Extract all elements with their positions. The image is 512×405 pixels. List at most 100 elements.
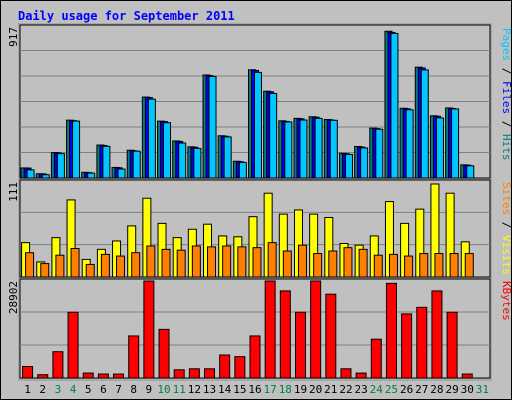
bar-pages [208,75,217,179]
day-label: 3 [55,383,62,396]
day-label: 23 [355,383,368,396]
bar-kbytes [37,374,49,379]
day-label: 18 [279,383,292,396]
day-label: 1 [24,383,31,396]
bar-pages [405,109,414,179]
day-label: 24 [370,383,384,396]
legend-visits-sites: Sites / Visits [500,182,512,275]
day-label: 22 [339,383,352,396]
scale-label-hits-files-pages: 917 [7,27,20,47]
day-label: 11 [173,383,186,396]
bar-kbytes [325,293,337,379]
day-label: 31 [476,383,489,396]
day-label: 27 [415,383,428,396]
legend-entry: / [500,114,512,134]
bar-sites [100,253,110,278]
bar-kbytes [113,373,125,379]
day-label: 26 [400,383,413,396]
bar-kbytes [249,335,261,379]
bar-kbytes [279,290,291,379]
bar-sites [358,248,368,278]
bar-kbytes [97,373,109,379]
bar-kbytes [431,290,443,379]
bar-sites [449,253,459,278]
bar-sites [464,253,474,278]
bar-kbytes [204,368,216,379]
bar-sites [40,263,50,278]
day-label: 13 [203,383,216,396]
bar-pages [299,119,308,179]
bar-kbytes [401,313,413,379]
bar-sites [313,253,323,278]
day-label: 8 [130,383,137,396]
legend-entry: Sites [500,182,512,215]
legend-entry: Files [500,81,512,114]
bar-kbytes [143,280,155,379]
bar-sites [207,246,217,278]
bar-pages [375,128,384,179]
day-label: 2 [39,383,46,396]
bar-pages [238,161,247,179]
bar-pages [87,172,96,179]
bar-sites [388,253,398,278]
bar-pages [163,122,172,179]
legend-entry: Hits [500,134,512,161]
day-label: 5 [85,383,92,396]
day-label: 17 [264,383,277,396]
day-label: 28 [430,383,443,396]
day-label: 15 [233,383,246,396]
bar-kbytes [416,306,428,379]
bar-sites [25,252,35,278]
bar-kbytes [52,351,64,379]
bar-pages [451,108,460,179]
bar-pages [41,174,50,179]
bar-sites [146,245,156,278]
bar-pages [147,98,156,179]
bar-kbytes [294,311,306,379]
legend-entry: / [500,215,512,235]
day-label: 25 [385,383,398,396]
bar-sites [131,252,141,278]
bar-pages [435,117,444,179]
bar-pages [360,147,369,179]
bar-pages [254,71,262,179]
bar-kbytes [234,356,246,379]
bar-pages [466,165,475,179]
bar-pages [390,32,399,179]
day-label: 6 [100,383,107,396]
bar-sites [267,242,277,278]
day-label: 20 [309,383,322,396]
scale-label-visits-sites: 111 [7,182,20,202]
bar-sites [237,246,247,278]
bar-pages [72,120,81,179]
bar-kbytes [264,280,276,379]
bar-kbytes [219,354,231,379]
legend-kbytes: KBytes [500,281,512,321]
bar-pages [284,121,293,179]
bar-pages [420,69,429,179]
day-label: 29 [445,383,458,396]
chart-title: Daily usage for September 2011 [18,9,235,23]
day-label: 19 [294,383,307,396]
bar-sites [282,250,292,278]
day-label: 7 [115,383,122,396]
bar-sites [328,250,338,278]
bar-sites [191,245,201,278]
day-label: 21 [324,383,337,396]
bar-sites [343,247,353,278]
bar-sites [70,248,80,278]
bar-pages [223,136,232,179]
bar-kbytes [82,372,94,379]
day-label: 16 [248,383,261,396]
bar-pages [132,150,141,179]
day-label: 9 [146,383,153,396]
bar-sites [222,245,232,278]
legend-entry: Visits [500,235,512,275]
bar-sites [419,253,429,278]
bar-sites [373,254,383,278]
bar-pages [117,168,126,179]
bar-kbytes [158,328,170,379]
bar-sites [176,249,186,278]
